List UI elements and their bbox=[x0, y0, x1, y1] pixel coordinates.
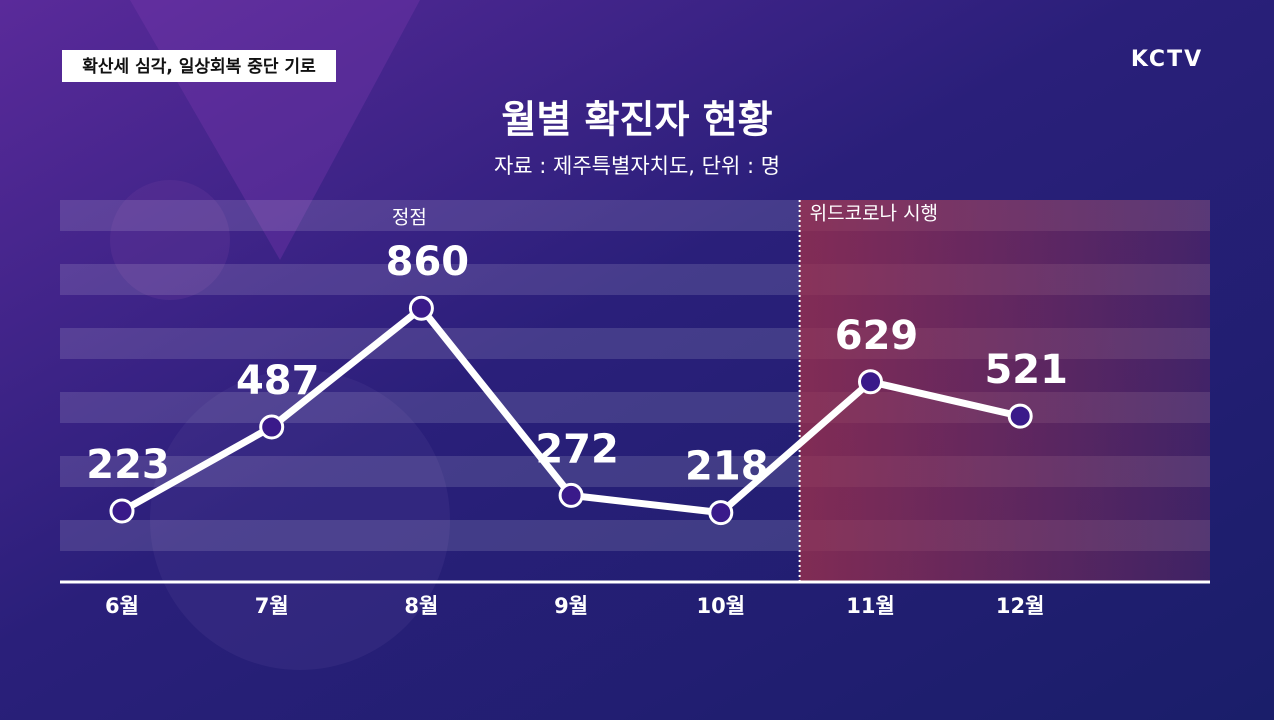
value-label: 860 bbox=[386, 239, 470, 285]
annotation: 정점 bbox=[392, 207, 427, 229]
banner-box bbox=[62, 50, 336, 82]
chart-title: 월별 확진자 현황 bbox=[501, 98, 772, 142]
value-label: 487 bbox=[236, 358, 320, 404]
x-tick-label: 11월 bbox=[846, 594, 895, 618]
point bbox=[708, 500, 734, 526]
value-label: 521 bbox=[984, 347, 1068, 393]
value-label: 223 bbox=[86, 442, 170, 488]
value-label: 218 bbox=[685, 444, 769, 490]
point bbox=[1007, 403, 1033, 429]
point bbox=[558, 482, 584, 508]
point bbox=[109, 498, 135, 524]
x-tick-label: 7월 bbox=[255, 594, 289, 618]
x-tick-label: 12월 bbox=[996, 594, 1045, 618]
x-tick-label: 10월 bbox=[697, 594, 746, 618]
point bbox=[408, 295, 434, 321]
x-tick-label: 9월 bbox=[554, 594, 588, 618]
x-tick-label: 8월 bbox=[404, 594, 438, 618]
chart-subtitle: 자료 : 제주특별자치도, 단위 : 명 bbox=[494, 154, 780, 178]
logo: KCTV bbox=[1131, 47, 1203, 72]
banner: 확산세 심각, 일상회복 중단 기로 bbox=[82, 57, 316, 77]
point bbox=[259, 414, 285, 440]
decor bbox=[110, 180, 230, 300]
point bbox=[858, 369, 883, 395]
value-label: 272 bbox=[535, 426, 619, 472]
x-tick-label: 6월 bbox=[105, 594, 139, 618]
decor bbox=[150, 370, 450, 670]
value-label: 629 bbox=[835, 313, 919, 359]
annotation: 위드코로나 시행 bbox=[810, 203, 938, 225]
